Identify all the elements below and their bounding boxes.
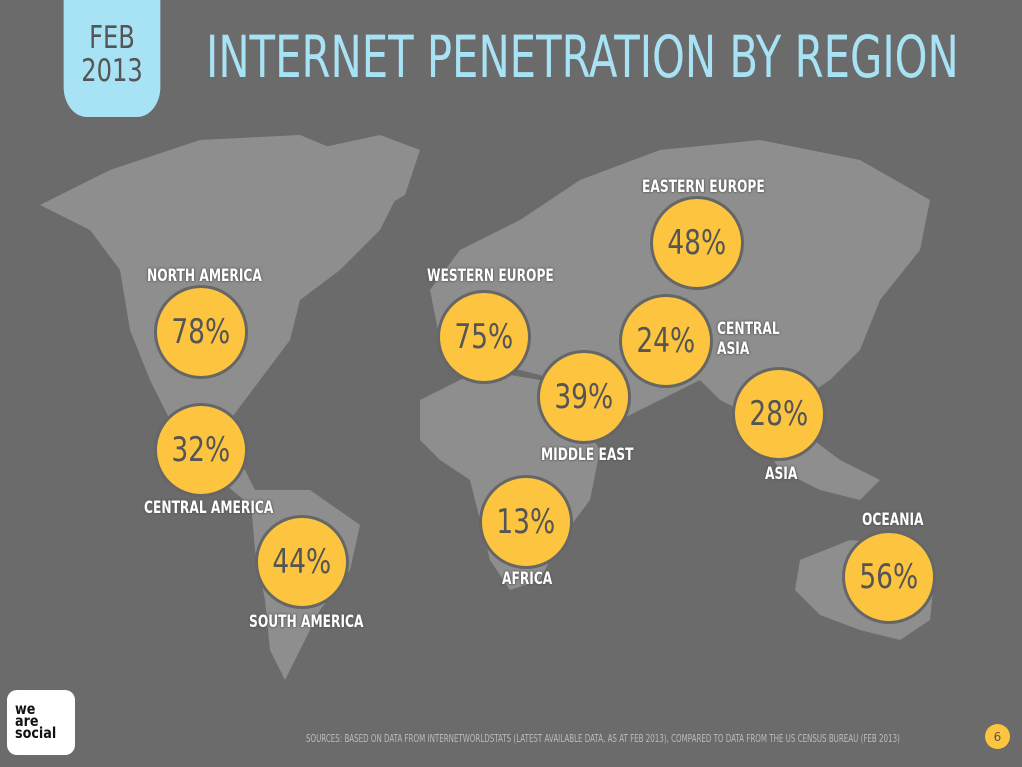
date-month: FEB	[89, 20, 135, 56]
bubble-eastern-europe: 48%	[650, 196, 744, 290]
page-title: INTERNET PENETRATION BY REGION	[206, 23, 959, 91]
bubble-asia: 28%	[732, 367, 826, 461]
bubble-oceania: 56%	[842, 530, 936, 624]
label-africa: AFRICA	[502, 569, 553, 589]
date-badge: FEB 2013	[63, 0, 161, 117]
label-central-america: CENTRAL AMERICA	[144, 498, 274, 518]
label-asia: ASIA	[765, 464, 798, 484]
label-oceania: OCEANIA	[862, 510, 924, 530]
label-western-europe: WESTERN EUROPE	[427, 266, 554, 286]
bubble-western-europe: 75%	[437, 290, 531, 384]
date-year: 2013	[81, 53, 143, 89]
page-number: 6	[985, 724, 1010, 749]
label-north-america: NORTH AMERICA	[147, 266, 262, 286]
bubble-north-america: 78%	[154, 285, 248, 379]
label-south-america: SOUTH AMERICA	[249, 612, 364, 632]
bubble-middle-east: 39%	[537, 350, 631, 444]
bubble-africa: 13%	[479, 475, 573, 569]
we-are-social-logo: we are social	[7, 690, 75, 755]
bubble-central-asia: 24%	[619, 294, 713, 388]
label-central-asia: CENTRAL ASIA	[717, 319, 780, 359]
label-middle-east: MIDDLE EAST	[541, 445, 634, 465]
label-eastern-europe: EASTERN EUROPE	[642, 177, 765, 197]
bubble-central-america: 32%	[154, 403, 248, 497]
sources-note: SOURCES: BASED ON DATA FROM INTERNETWORL…	[306, 732, 900, 745]
bubble-south-america: 44%	[255, 515, 349, 609]
